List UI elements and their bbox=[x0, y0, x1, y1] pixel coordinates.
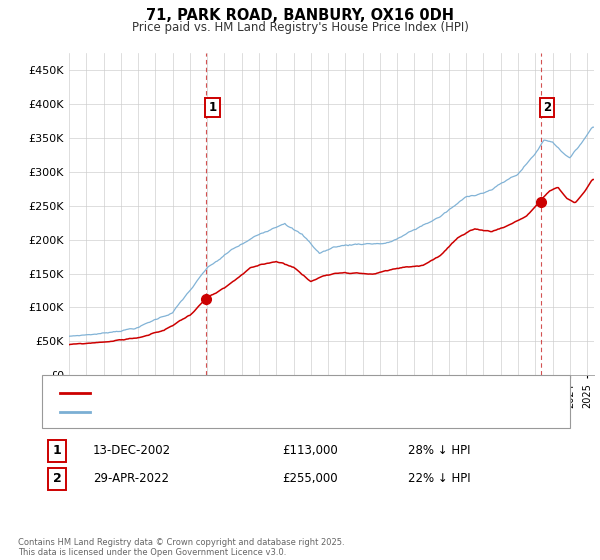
Text: HPI: Average price, semi-detached house, Cherwell: HPI: Average price, semi-detached house,… bbox=[96, 407, 363, 417]
Text: £255,000: £255,000 bbox=[282, 472, 338, 486]
Text: 13-DEC-2002: 13-DEC-2002 bbox=[93, 444, 171, 458]
Text: 28% ↓ HPI: 28% ↓ HPI bbox=[408, 444, 470, 458]
Text: 1: 1 bbox=[53, 444, 61, 458]
Text: 71, PARK ROAD, BANBURY, OX16 0DH: 71, PARK ROAD, BANBURY, OX16 0DH bbox=[146, 8, 454, 24]
Text: 2: 2 bbox=[53, 472, 61, 486]
Text: 29-APR-2022: 29-APR-2022 bbox=[93, 472, 169, 486]
Text: 22% ↓ HPI: 22% ↓ HPI bbox=[408, 472, 470, 486]
Text: 2: 2 bbox=[543, 101, 551, 114]
Text: Price paid vs. HM Land Registry's House Price Index (HPI): Price paid vs. HM Land Registry's House … bbox=[131, 21, 469, 34]
Text: 71, PARK ROAD, BANBURY, OX16 0DH (semi-detached house): 71, PARK ROAD, BANBURY, OX16 0DH (semi-d… bbox=[96, 388, 416, 398]
Text: Contains HM Land Registry data © Crown copyright and database right 2025.
This d: Contains HM Land Registry data © Crown c… bbox=[18, 538, 344, 557]
Text: 1: 1 bbox=[208, 101, 217, 114]
Text: £113,000: £113,000 bbox=[282, 444, 338, 458]
